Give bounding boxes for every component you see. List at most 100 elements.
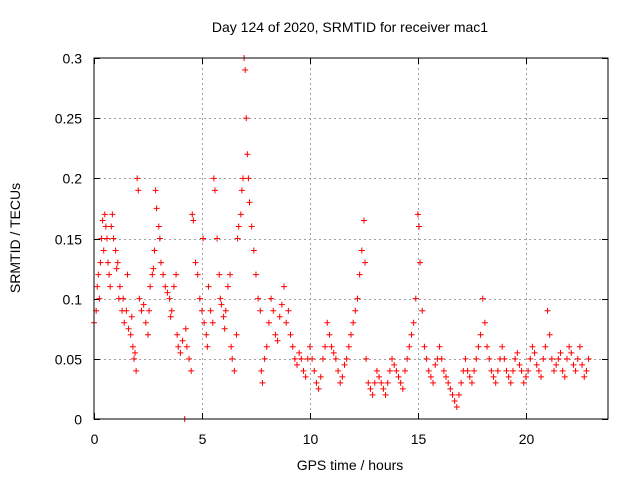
x-axis-ticks: 0 5 10 15 20 [91, 58, 535, 447]
data-point [568, 349, 575, 356]
y-tick-label: 0.3 [63, 51, 83, 67]
data-point [190, 217, 197, 224]
chart-title: Day 124 of 2020, SRMTID for receiver mac… [212, 19, 488, 35]
data-point [544, 307, 551, 314]
data-point [166, 295, 173, 302]
data-point [211, 187, 218, 194]
data-point [494, 367, 501, 374]
data-point [107, 283, 114, 290]
data-point [207, 307, 214, 314]
data-point [261, 355, 268, 362]
data-point [235, 223, 242, 230]
data-point [156, 235, 163, 242]
data-point [533, 361, 540, 368]
data-point [238, 187, 245, 194]
data-point [421, 343, 428, 350]
data-point [505, 373, 512, 380]
data-point [339, 373, 346, 380]
data-point [535, 367, 542, 374]
data-point [507, 379, 514, 386]
data-point [477, 331, 484, 338]
data-point [164, 289, 171, 296]
data-point [296, 349, 303, 356]
x-tick-label: 10 [303, 431, 319, 447]
data-point [214, 235, 221, 242]
data-point [443, 373, 450, 380]
data-point [490, 373, 497, 380]
data-point [326, 331, 333, 338]
data-point [227, 271, 234, 278]
data-point [354, 295, 361, 302]
data-point [362, 259, 369, 266]
data-point [453, 403, 460, 410]
data-point [516, 361, 523, 368]
data-point [574, 355, 581, 362]
data-point [540, 355, 547, 362]
data-point [300, 367, 307, 374]
data-point [291, 355, 298, 362]
data-point [529, 343, 536, 350]
data-point [445, 379, 452, 386]
data-point [263, 343, 270, 350]
y-axis-label: SRMTID / TECUs [7, 183, 23, 293]
data-point [204, 343, 211, 350]
data-point [401, 367, 408, 374]
data-point [484, 343, 491, 350]
data-point [311, 367, 318, 374]
data-point [289, 343, 296, 350]
data-point [121, 319, 128, 326]
data-point [382, 391, 389, 398]
data-point [306, 343, 313, 350]
data-point [116, 283, 123, 290]
data-point [285, 307, 292, 314]
data-point [257, 307, 264, 314]
y-tick-label: 0 [74, 412, 82, 428]
data-point [248, 223, 255, 230]
data-point [408, 331, 415, 338]
data-point [518, 367, 525, 374]
x-tick-label: 15 [411, 431, 427, 447]
data-point [551, 367, 558, 374]
data-point [220, 313, 227, 320]
data-point [95, 271, 102, 278]
data-point [298, 355, 305, 362]
data-point [203, 331, 210, 338]
data-point [205, 283, 212, 290]
data-point [376, 373, 383, 380]
data-point [332, 355, 339, 362]
data-point [503, 367, 510, 374]
data-point [553, 361, 560, 368]
data-point [160, 271, 167, 278]
data-point [514, 349, 521, 356]
data-point [110, 235, 117, 242]
data-point [246, 199, 253, 206]
data-point [243, 115, 250, 122]
data-point [499, 343, 506, 350]
data-point [283, 319, 290, 326]
data-point [427, 373, 434, 380]
data-point [458, 379, 465, 386]
data-point [98, 235, 105, 242]
data-point [583, 367, 590, 374]
data-point [144, 331, 151, 338]
data-point [365, 379, 372, 386]
data-points [91, 55, 592, 422]
data-point [313, 379, 320, 386]
data-point [259, 379, 266, 386]
data-point [451, 397, 458, 404]
data-point [244, 151, 251, 158]
data-point [150, 265, 157, 272]
x-tick-label: 20 [519, 431, 535, 447]
data-point [189, 211, 196, 218]
data-point [412, 295, 419, 302]
data-point [384, 379, 391, 386]
data-point [99, 217, 106, 224]
data-point [486, 355, 493, 362]
data-point [414, 211, 421, 218]
data-point [136, 295, 143, 302]
data-point [324, 319, 331, 326]
data-point [527, 355, 534, 362]
data-point [430, 379, 437, 386]
data-point [520, 379, 527, 386]
data-point [492, 379, 499, 386]
